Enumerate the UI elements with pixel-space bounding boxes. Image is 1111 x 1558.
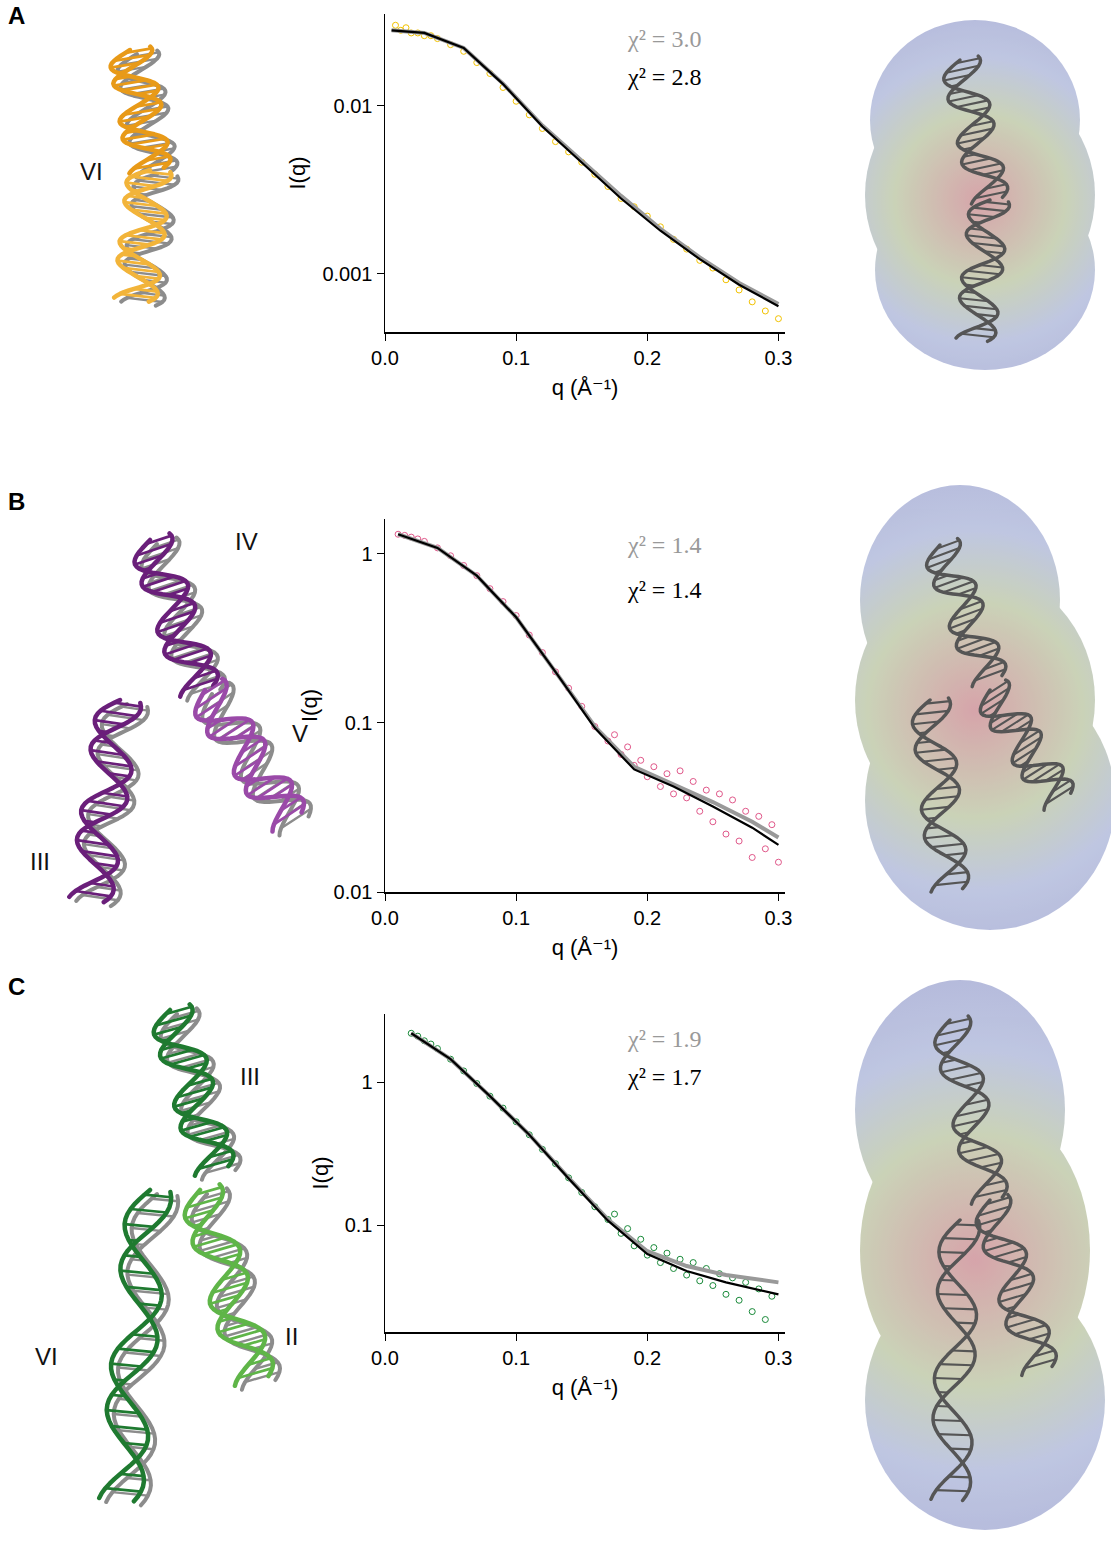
- svg-text:1: 1: [361, 543, 372, 565]
- svg-text:χ² = 1.7: χ² = 1.7: [627, 1064, 701, 1090]
- svg-text:0.01: 0.01: [334, 95, 373, 117]
- svg-text:0.001: 0.001: [322, 263, 372, 285]
- svg-text:0.1: 0.1: [502, 347, 530, 369]
- svg-text:0.1: 0.1: [502, 907, 530, 929]
- svg-text:II: II: [285, 1323, 298, 1350]
- svg-text:VI: VI: [35, 1343, 58, 1370]
- svg-text:III: III: [240, 1063, 260, 1090]
- svg-text:0.2: 0.2: [633, 1347, 661, 1369]
- svg-text:C: C: [8, 973, 25, 1000]
- svg-text:q (Å⁻¹): q (Å⁻¹): [552, 935, 619, 960]
- svg-text:VI: VI: [80, 158, 103, 185]
- svg-text:0.3: 0.3: [765, 907, 793, 929]
- svg-text:I(q): I(q): [308, 1157, 333, 1190]
- svg-text:A: A: [8, 2, 25, 29]
- svg-text:χ² = 2.8: χ² = 2.8: [627, 64, 701, 90]
- svg-text:0.0: 0.0: [371, 347, 399, 369]
- svg-text:III: III: [30, 848, 50, 875]
- svg-text:0.2: 0.2: [633, 347, 661, 369]
- svg-text:I(q): I(q): [285, 157, 310, 190]
- svg-text:χ² = 1.4: χ² = 1.4: [627, 532, 701, 558]
- svg-text:IV: IV: [235, 528, 258, 555]
- svg-text:V: V: [292, 720, 308, 747]
- svg-text:0.3: 0.3: [765, 1347, 793, 1369]
- svg-text:χ² = 3.0: χ² = 3.0: [627, 26, 701, 52]
- svg-text:0.0: 0.0: [371, 1347, 399, 1369]
- svg-text:χ² = 1.9: χ² = 1.9: [627, 1026, 701, 1052]
- svg-text:0.2: 0.2: [633, 907, 661, 929]
- svg-text:B: B: [8, 488, 25, 515]
- svg-text:0.1: 0.1: [502, 1347, 530, 1369]
- svg-text:q (Å⁻¹): q (Å⁻¹): [552, 375, 619, 400]
- svg-text:0.3: 0.3: [765, 347, 793, 369]
- svg-text:q (Å⁻¹): q (Å⁻¹): [552, 1375, 619, 1400]
- svg-text:0.1: 0.1: [345, 1214, 373, 1236]
- svg-text:χ² = 1.4: χ² = 1.4: [627, 577, 701, 603]
- svg-text:0.01: 0.01: [334, 881, 373, 903]
- svg-text:0.1: 0.1: [345, 712, 373, 734]
- svg-text:1: 1: [361, 1071, 372, 1093]
- svg-text:0.0: 0.0: [371, 907, 399, 929]
- svg-text:I(q): I(q): [297, 689, 322, 722]
